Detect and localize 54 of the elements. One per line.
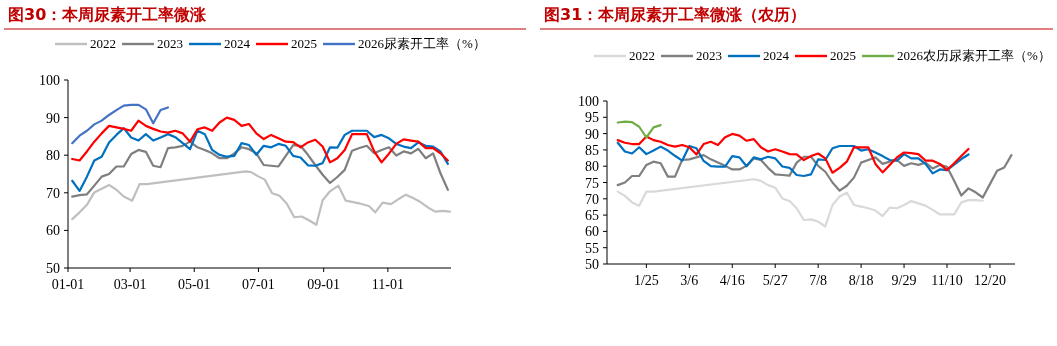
x-tick-label: 4/16: [719, 273, 745, 288]
x-tick-label: 01-01: [51, 277, 85, 292]
y-tick-label: 75: [585, 175, 599, 191]
x-tick-label: 1/25: [633, 273, 659, 288]
legend-label: 2025: [830, 48, 856, 63]
y-tick-label: 70: [46, 185, 60, 201]
legend-label: 2023: [157, 36, 183, 51]
legend-label: 2026尿素开工率（%）: [358, 36, 486, 51]
line-series: [71, 103, 170, 145]
x-tick-label: 03-01: [113, 277, 147, 292]
line-series: [616, 141, 970, 178]
x-tick-label: 12/20: [974, 273, 1006, 288]
y-tick-label: 100: [578, 94, 599, 109]
y-tick-label: 60: [585, 224, 599, 240]
x-tick-label: 3/6: [680, 273, 699, 288]
legend-label: 2022: [629, 48, 655, 63]
y-tick-label: 90: [46, 110, 60, 126]
line-series: [71, 140, 449, 198]
y-tick-label: 80: [46, 148, 60, 164]
y-tick-label: 80: [585, 159, 599, 175]
x-tick-label: 11/10: [931, 273, 963, 288]
line-series: [71, 170, 452, 226]
y-tick-label: 65: [585, 208, 599, 224]
y-tick-label: 90: [585, 126, 599, 142]
x-tick-label: 8/18: [848, 273, 874, 288]
x-tick-label: 5/27: [762, 273, 788, 288]
legend-label: 2023: [696, 48, 722, 63]
x-tick-label: 11-01: [371, 277, 404, 292]
y-tick-label: 50: [585, 257, 599, 272]
y-tick-label: 100: [39, 73, 60, 88]
x-tick-label: 05-01: [177, 277, 211, 292]
y-tick-label: 50: [46, 261, 60, 276]
chart-title: 图30：本周尿素开工率微涨: [8, 5, 208, 24]
y-tick-label: 85: [585, 142, 599, 158]
y-tick-label: 70: [585, 191, 599, 207]
y-tick-label: 95: [585, 110, 599, 126]
line-series: [616, 178, 984, 228]
line-series: [616, 120, 662, 139]
x-tick-label: 9/29: [891, 273, 917, 288]
line-series: [616, 132, 970, 174]
x-tick-label: 7/8: [809, 273, 828, 288]
chart-title: 图31：本周尿素开工率微涨（农历）: [544, 5, 807, 24]
y-tick-label: 60: [46, 223, 60, 239]
line-series: [71, 127, 449, 193]
y-tick-label: 55: [585, 240, 599, 256]
legend-label: 2024: [763, 48, 790, 63]
x-tick-label: 07-01: [242, 277, 275, 292]
legend-label: 2022: [90, 36, 116, 51]
line-series: [71, 116, 449, 164]
legend-label: 2026农历尿素开工率（%）: [897, 48, 1051, 63]
legend-label: 2025: [291, 36, 317, 51]
x-tick-label: 09-01: [307, 277, 341, 292]
line-series: [616, 154, 1013, 199]
legend-label: 2024: [224, 36, 251, 51]
